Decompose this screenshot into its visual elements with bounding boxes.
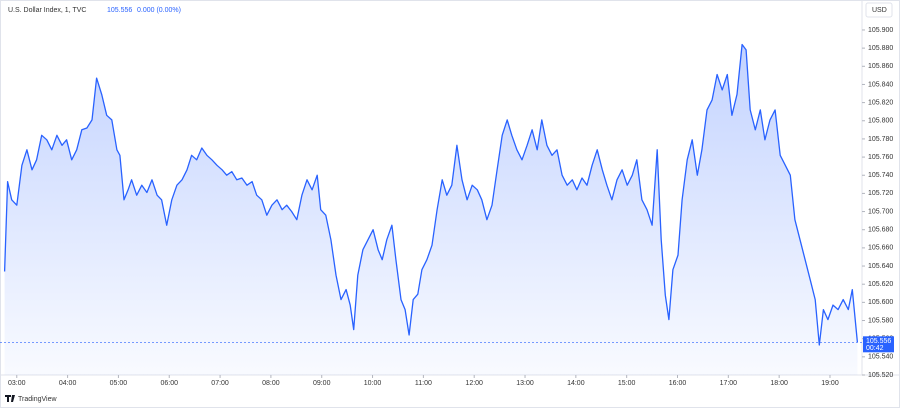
brand: TradingView [18, 396, 57, 403]
last-price-tag [863, 336, 894, 353]
y-tick-label: 105.660 [868, 245, 893, 252]
currency-box[interactable] [865, 2, 893, 18]
last-price-label: 105.556 [866, 338, 891, 345]
y-tick-label: 105.860 [868, 63, 893, 70]
area-fill [4, 44, 858, 375]
x-tick-label: 13:00 [516, 380, 534, 387]
x-tick-label: 14:00 [567, 380, 585, 387]
x-tick-label: 08:00 [262, 380, 280, 387]
y-tick-label: 105.520 [868, 372, 893, 379]
y-tick-label: 105.780 [868, 136, 893, 143]
y-tick-label: 105.740 [868, 172, 893, 179]
y-tick-label: 105.620 [868, 281, 893, 288]
symbol: U.S. Dollar Index, 1, TVC [8, 7, 86, 14]
x-tick-label: 06:00 [160, 380, 178, 387]
countdown: 00:42 [866, 345, 884, 352]
x-tick-label: 11:00 [415, 380, 432, 387]
y-tick-label: 105.720 [868, 190, 893, 197]
x-tick-label: 04:00 [59, 380, 77, 387]
x-tick-label: 18:00 [770, 380, 788, 387]
y-tick-label: 105.840 [868, 81, 893, 88]
x-tick-label: 19:00 [821, 380, 839, 387]
y-tick-label: 105.600 [868, 299, 893, 306]
y-tick-label: 105.640 [868, 263, 893, 270]
y-tick-label: 105.700 [868, 208, 893, 215]
y-tick-label: 105.680 [868, 227, 893, 234]
brand-logo [5, 395, 15, 402]
price-line [3, 43, 859, 346]
y-tick-label: 105.540 [868, 354, 893, 361]
header-price: 105.556 [107, 7, 132, 14]
x-tick-label: 15:00 [618, 380, 636, 387]
x-tick-label: 10:00 [364, 380, 382, 387]
x-tick-label: 17:00 [720, 380, 738, 387]
x-tick-label: 12:00 [465, 380, 483, 387]
x-tick-label: 16:00 [669, 380, 687, 387]
x-tick-label: 07:00 [211, 380, 229, 387]
x-tick-label: 09:00 [313, 380, 331, 387]
currency[interactable]: USD [872, 7, 887, 14]
x-tick-label: 05:00 [110, 380, 128, 387]
y-tick-label: 105.760 [868, 154, 893, 161]
header-change: 0.000 (0.00%) [137, 7, 181, 14]
x-tick-label: 03:00 [8, 380, 26, 387]
y-tick-label: 105.820 [868, 99, 893, 106]
y-tick-label: 105.580 [868, 317, 893, 324]
y-tick-label: 105.800 [868, 118, 893, 125]
y-tick-label: 105.900 [868, 27, 893, 34]
y-tick-label: 105.880 [868, 45, 893, 52]
